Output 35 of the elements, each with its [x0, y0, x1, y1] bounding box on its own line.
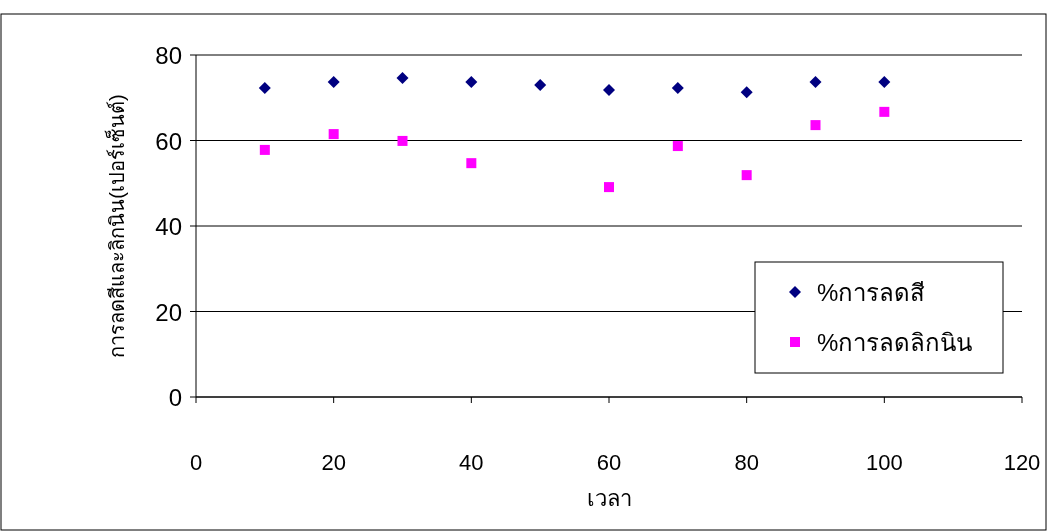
- x-tick-label: 120: [1003, 450, 1041, 475]
- point: [534, 78, 547, 91]
- x-tick-label: 20: [321, 450, 346, 475]
- point: [604, 182, 614, 193]
- point: [465, 75, 478, 88]
- point: [396, 72, 409, 85]
- point: [672, 141, 683, 152]
- legend-label: %การลดสี: [817, 279, 926, 306]
- x-tick-label: 0: [189, 450, 203, 475]
- point: [397, 135, 408, 146]
- point: [878, 75, 891, 88]
- y-tick-label: 40: [155, 213, 182, 240]
- x-axis-title: เวลา: [586, 486, 632, 511]
- point: [466, 158, 477, 169]
- point: [603, 84, 615, 97]
- x-tick-label: 40: [459, 450, 484, 475]
- point: [328, 129, 339, 140]
- y-axis-title: การลดสีและลิกนิน(เปอร์เซ็นต์): [104, 94, 128, 358]
- y-tick-label: 80: [155, 42, 182, 69]
- point: [879, 106, 890, 117]
- point: [258, 81, 271, 94]
- point: [259, 144, 270, 155]
- y-tick-label: 0: [168, 384, 182, 411]
- x-tick-label: 100: [865, 450, 903, 475]
- point: [671, 81, 684, 94]
- y-tick-label: 20: [155, 298, 182, 326]
- y-tick-label: 60: [155, 127, 182, 155]
- x-tick-label: 60: [596, 450, 622, 475]
- x-tick-label: 80: [734, 450, 759, 475]
- legend-label: %การลดลิกนิน: [817, 329, 973, 356]
- point: [810, 120, 821, 131]
- point: [741, 170, 752, 181]
- point: [740, 86, 753, 99]
- point: [809, 75, 822, 88]
- point: [327, 75, 340, 88]
